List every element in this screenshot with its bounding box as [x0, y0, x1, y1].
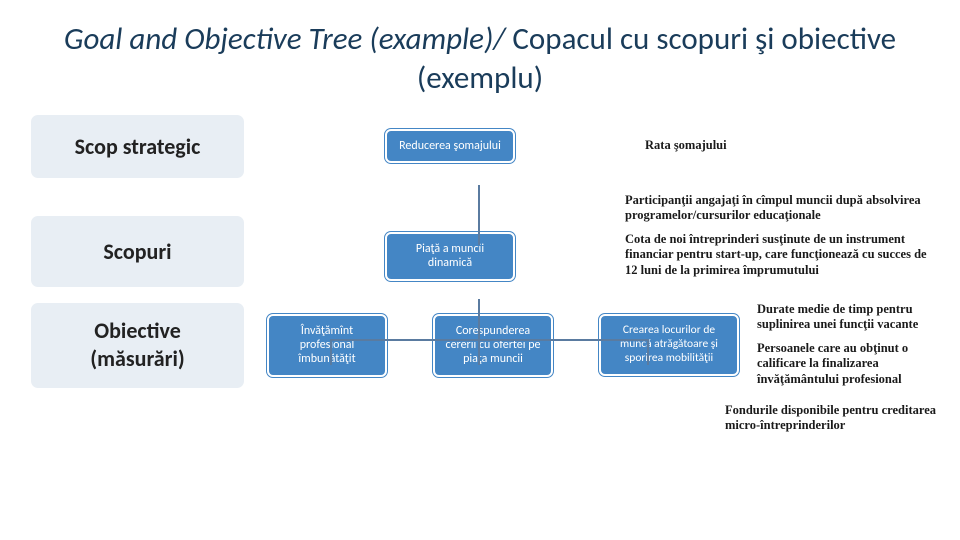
- node-strategic: Reducerea şomajului: [385, 129, 515, 163]
- connector: [330, 339, 332, 365]
- label-strategic: Scop strategic: [30, 114, 245, 179]
- connector: [330, 339, 648, 341]
- row-objectives-nodes: Învăţămînt profesional îmbunătăţit Cores…: [267, 302, 739, 389]
- tree-wrap: Scop strategic Reducerea şomajului Rata …: [30, 114, 930, 389]
- row-strategic: Scop strategic Reducerea şomajului Rata …: [30, 114, 930, 179]
- label-objectives-line2: (măsurări): [90, 345, 184, 372]
- row-goals-right: Participanţii angajaţi în cîmpul muncii …: [385, 193, 945, 281]
- label-objectives: Obiective (măsurări): [30, 302, 245, 389]
- page-title: Goal and Objective Tree (example)/ Copac…: [0, 0, 960, 108]
- row-goals: Scopuri Participanţii angajaţi în cîmpul…: [30, 193, 930, 288]
- row-objectives: Obiective (măsurări) Învăţămînt profesio…: [30, 302, 930, 389]
- side-strategic: Rata şomajului: [645, 138, 727, 154]
- label-goals: Scopuri: [30, 215, 245, 288]
- node-objective-3: Crearea locurilor de muncă atrăgătoare ş…: [599, 314, 739, 375]
- side-goals-top: Participanţii angajaţi în cîmpul muncii …: [625, 193, 945, 224]
- node-goals: Piaţă a muncii dinamică: [385, 232, 515, 281]
- side-objective-1: Durate medie de timp pentru suplinirea u…: [757, 302, 930, 333]
- side-goals: Cota de noi întreprinderi susţinute de u…: [625, 232, 935, 279]
- row-objectives-side: Durate medie de timp pentru suplinirea u…: [757, 302, 930, 389]
- connector: [478, 299, 480, 339]
- connector: [478, 185, 480, 245]
- connector: [478, 339, 480, 365]
- label-objectives-line1: Obiective: [94, 317, 181, 344]
- connector: [647, 339, 649, 365]
- row-goals-mid: Piaţă a muncii dinamică Cota de noi într…: [385, 232, 945, 281]
- side-objective-2: Persoanele care au obţinut o calificare …: [757, 341, 930, 388]
- diagram-content: Scop strategic Reducerea şomajului Rata …: [0, 114, 960, 434]
- title-italic: Goal and Objective Tree (example)/: [64, 20, 513, 58]
- footer-side: Fondurile disponibile pentru creditarea …: [725, 403, 960, 434]
- node-objective-1: Învăţămînt profesional îmbunătăţit: [267, 314, 387, 377]
- node-objective-2: Corespunderea cererii cu ofertei pe piaţ…: [433, 314, 553, 377]
